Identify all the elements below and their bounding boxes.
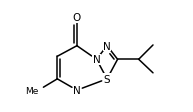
Text: Me: Me [25, 86, 38, 95]
Text: N: N [73, 85, 81, 95]
Text: N: N [103, 41, 111, 51]
Text: O: O [73, 13, 81, 23]
Text: S: S [104, 74, 110, 84]
Text: N: N [93, 55, 100, 65]
